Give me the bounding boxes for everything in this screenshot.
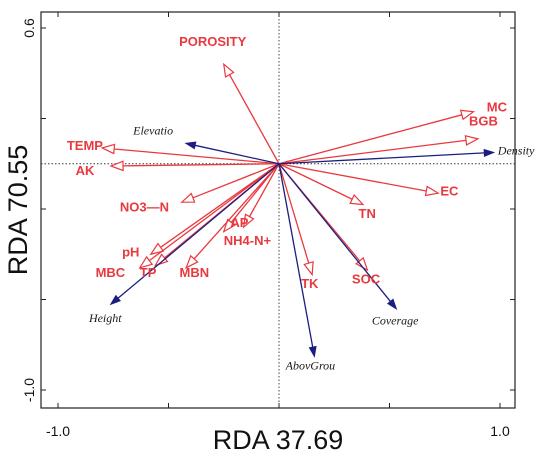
vector-mbn (185, 163, 280, 270)
vector-abovgrou (278, 163, 317, 358)
arrowhead (242, 213, 255, 229)
arrowhead (424, 185, 440, 197)
arrowhead (109, 294, 122, 306)
vector-line (192, 163, 280, 199)
vector-temp (100, 143, 280, 165)
vector-label-temp: TEMP (67, 138, 103, 153)
vector-line (278, 163, 391, 302)
arrowhead (222, 62, 235, 78)
vector-label-mbn: MBN (180, 265, 210, 280)
vector-line (278, 114, 463, 165)
vector-elevatio (184, 141, 280, 165)
vector-label-ak: AK (76, 163, 95, 178)
vector-line (278, 163, 310, 264)
y-axis-title: RDA 70.55 (3, 145, 33, 276)
vector-ap (242, 163, 280, 229)
vector-height (109, 163, 280, 306)
y-tick-label-top: 0.6 (21, 18, 37, 38)
vector-mbc (138, 163, 280, 269)
vector-line (114, 148, 280, 165)
vector-label-bgb: BGB (469, 113, 498, 128)
vector-tn (278, 163, 365, 206)
arrowhead (308, 345, 317, 358)
arrowhead (355, 256, 369, 272)
y-tick-label-bottom: -1.0 (21, 378, 37, 402)
vector-label-tp: TP (140, 265, 157, 280)
vector-label-no3-n: NO3—N (120, 199, 169, 214)
arrowhead (303, 260, 314, 277)
vector-line (148, 163, 280, 262)
vector-tk (278, 163, 314, 277)
vector-label-tk: TK (301, 276, 319, 291)
vector-line (248, 163, 280, 217)
arrowhead (386, 298, 398, 310)
x-tick-label-left: -1.0 (46, 423, 70, 439)
arrowhead (222, 218, 236, 233)
vector-ec (278, 163, 440, 197)
vector-mc (278, 109, 476, 165)
vector-line (278, 163, 427, 192)
vector-label-abovgrou: AbovGrou (285, 359, 336, 373)
arrowhead (109, 160, 124, 172)
plot-frame (40, 11, 516, 409)
arrowhead (184, 141, 197, 150)
arrowhead (483, 148, 496, 157)
arrowhead (149, 242, 165, 256)
arrowhead (464, 134, 480, 146)
vector-label-nh4-n: NH4-N+ (224, 233, 272, 248)
vector-line (160, 163, 280, 248)
vector-label-ec: EC (440, 183, 459, 198)
x-tick-label-right: 1.0 (490, 423, 510, 439)
arrowhead (153, 253, 169, 267)
arrowhead (138, 255, 154, 269)
vector-label-ap: AP (230, 215, 248, 230)
vector-label-mc: MC (487, 100, 508, 115)
vector-line (229, 74, 280, 165)
vector-label-tn: TN (359, 206, 376, 221)
vectors (100, 62, 496, 358)
arrowhead (180, 192, 196, 203)
vector-line (193, 163, 280, 260)
vector-label-soc: SOC (352, 272, 381, 287)
arrowhead (349, 194, 365, 206)
vector-ph (149, 163, 280, 256)
arrowhead (100, 143, 116, 155)
vector-label-mbc: MBC (96, 265, 126, 280)
vector-porosity (222, 62, 280, 165)
vector-line (278, 163, 314, 348)
vector-line (278, 152, 485, 165)
vector-line (278, 139, 467, 165)
vector-label-ph: pH (122, 245, 139, 260)
reference-lines (41, 12, 515, 408)
vector-no3-n (180, 163, 280, 203)
arrowhead (185, 254, 199, 270)
arrowhead (459, 109, 476, 121)
vector-line (194, 144, 280, 165)
axis-ticks (41, 12, 515, 408)
vector-label-elevatio: Elevatio (132, 123, 173, 137)
vector-label-density: Density (497, 144, 535, 158)
vector-ak (109, 160, 280, 172)
x-axis-title: RDA 37.69 (213, 425, 344, 455)
vector-label-coverage: Coverage (372, 313, 419, 327)
vector-coverage (278, 163, 398, 310)
vector-bgb (278, 134, 480, 165)
vector-line (117, 163, 280, 299)
vector-label-porosity: POROSITY (179, 34, 247, 49)
vector-density (278, 148, 496, 165)
vector-line (278, 163, 353, 200)
vector-line (123, 163, 280, 167)
vector-label-height: Height (88, 311, 122, 325)
